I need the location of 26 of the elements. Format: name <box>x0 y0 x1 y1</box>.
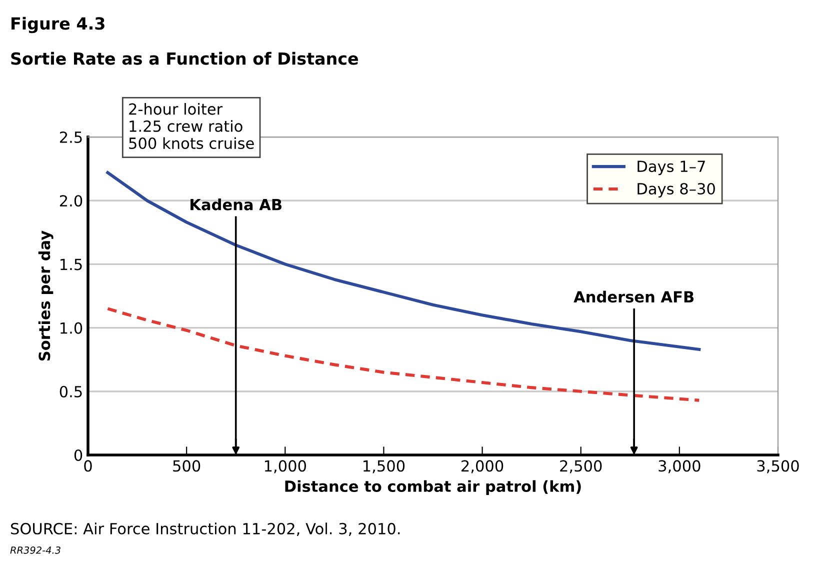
chart-title: Figure 4.3 <box>12 16 104 34</box>
x-tick-label: 1,500 <box>364 460 405 474</box>
legend-label: Days 1–7 <box>638 160 705 176</box>
x-tick-label: 1,000 <box>264 460 306 474</box>
y-tick-label: 2.5 <box>60 131 82 144</box>
x-tick-label: 2,000 <box>462 460 504 474</box>
x-axis-title: Distance to combat air patrol (km) <box>285 480 581 495</box>
text: RR392-4.3 <box>10 546 60 554</box>
line-series <box>106 307 701 402</box>
y-tick-label: 0 <box>74 449 82 462</box>
x-tick-label: 500 <box>173 460 200 472</box>
ref-line-label: Andersen AFB <box>574 290 694 303</box>
x-tick-label: 3,000 <box>658 460 700 474</box>
y-axis-title: Sorties per day <box>38 230 54 361</box>
x-tick-label: 3,500 <box>757 460 799 474</box>
y-tick-label: 1.5 <box>60 258 82 270</box>
y-tick-label: 2.0 <box>60 195 82 207</box>
legend-label: Days 8–30 <box>638 182 715 198</box>
chart-subtitle: Sortie Rate as a Function of Distance <box>11 52 358 65</box>
y-tick-label: 0.5 <box>60 386 82 398</box>
x-tick-label: 0 <box>84 460 92 472</box>
x-tick-label: 2,500 <box>560 460 602 474</box>
ref-line-label: Kadena AB <box>190 198 282 210</box>
annotation: 2-hour loiter 1.25 crew ratio 500 knots cruise <box>129 103 254 150</box>
source-note: SOURCE: Air Force Instruction 11-202, Vol. 3, 2010. <box>11 522 400 536</box>
y-tick-label: 1.0 <box>60 322 82 334</box>
